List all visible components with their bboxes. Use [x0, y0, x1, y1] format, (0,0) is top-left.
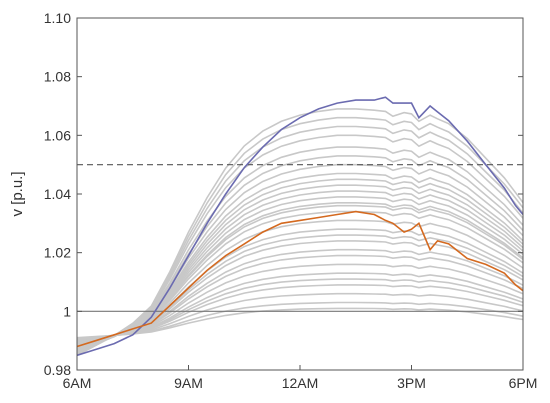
background-series-line — [76, 172, 524, 352]
background-series-line — [76, 125, 524, 355]
x-tick-label: 12AM — [282, 375, 319, 391]
y-tick-label: 1.04 — [44, 186, 71, 202]
y-tick-label: 1.10 — [44, 10, 71, 26]
y-tick-label: 1.06 — [44, 127, 71, 143]
highlighted-series-line — [76, 210, 524, 348]
highlighted-series-group — [76, 96, 524, 357]
background-series-line — [76, 284, 524, 341]
background-series-line — [76, 190, 524, 350]
background-series-line — [76, 146, 524, 354]
y-axis-label: v [p.u.] — [9, 171, 26, 216]
background-series-line — [76, 254, 524, 344]
reference-lines — [77, 164, 523, 312]
background-series-line — [76, 204, 524, 348]
x-tick-label: 3PM — [397, 375, 426, 391]
x-tick-label: 6AM — [63, 375, 92, 391]
background-series-line — [76, 263, 524, 343]
y-tick-label: 1.02 — [44, 245, 71, 261]
y-tick-label: 0.98 — [44, 362, 71, 378]
background-series-line — [76, 108, 524, 357]
background-series-line — [76, 116, 524, 356]
background-series-line — [76, 307, 524, 339]
background-series-line — [76, 155, 524, 353]
background-series-line — [76, 278, 524, 342]
y-axis: 0.98 1 1.02 1.04 1.06 1.08 1.10 — [44, 10, 523, 378]
background-series-line — [76, 248, 524, 344]
background-series-line — [76, 134, 524, 355]
background-series-line — [76, 178, 524, 351]
y-tick-label: 1.08 — [44, 69, 71, 85]
background-series-line — [76, 292, 524, 340]
background-series-line — [76, 184, 524, 351]
max-voltage-line — [76, 96, 524, 357]
background-series-line — [76, 301, 524, 340]
x-tick-label: 6PM — [509, 375, 538, 391]
y-tick-label: 1 — [63, 303, 71, 319]
x-tick-label: 9AM — [174, 375, 203, 391]
background-series-line — [76, 196, 524, 349]
background-series-line — [76, 210, 524, 347]
background-series-line — [76, 219, 524, 347]
background-series-line — [76, 234, 524, 346]
x-axis: 6AM 9AM 12AM 3PM 6PM — [63, 365, 538, 391]
background-series-group — [76, 108, 524, 357]
background-series-line — [76, 272, 524, 342]
